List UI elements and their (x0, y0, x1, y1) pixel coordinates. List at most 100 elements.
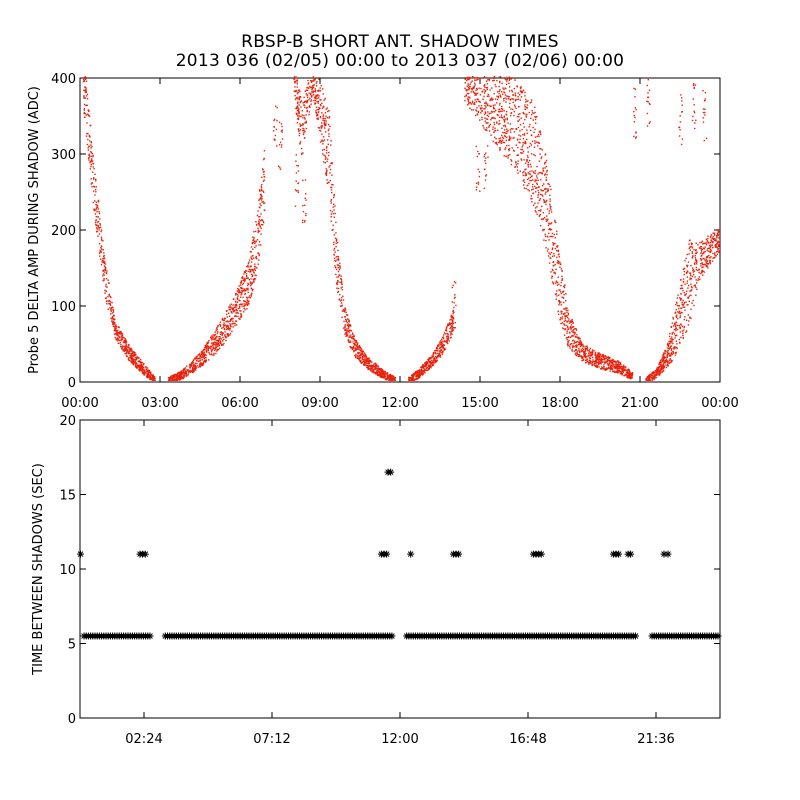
data-point (447, 338, 449, 341)
data-point (694, 263, 696, 265)
data-point (297, 109, 300, 111)
data-point (603, 361, 605, 363)
data-point (253, 237, 255, 239)
data-point (605, 367, 608, 369)
data-point (441, 351, 444, 353)
data-point (223, 317, 226, 319)
data-point (199, 366, 201, 368)
data-point (237, 293, 239, 296)
data-point (190, 363, 192, 366)
data-point (466, 89, 469, 91)
data-point (495, 141, 498, 144)
data-point (206, 341, 208, 344)
data-point (83, 103, 86, 106)
data-point (224, 335, 226, 337)
data-point (83, 89, 85, 91)
data-point (541, 190, 543, 192)
data-point (183, 376, 185, 379)
data-point (528, 177, 530, 179)
data-point (494, 104, 496, 106)
data-point (387, 376, 389, 378)
data-point (317, 102, 319, 104)
data-point (442, 337, 445, 340)
data-point (328, 117, 330, 119)
data-point (223, 324, 226, 327)
data-point (355, 340, 357, 342)
data-point (230, 318, 232, 321)
data-point (339, 281, 341, 283)
data-point (340, 282, 343, 284)
data-point (254, 246, 256, 249)
data-point (542, 195, 544, 197)
data-point (475, 101, 478, 103)
data-point (510, 114, 512, 117)
data-point (330, 200, 332, 202)
data-point (227, 335, 229, 337)
data-point (112, 309, 114, 312)
data-point (348, 326, 350, 328)
data-point (607, 357, 609, 359)
data-point (201, 359, 203, 361)
data-point (179, 378, 182, 380)
data-point (172, 376, 174, 378)
data-point (575, 341, 577, 344)
data-point (324, 118, 326, 120)
data-point (184, 375, 186, 377)
data-point (107, 295, 109, 298)
data-point (621, 367, 623, 369)
data-point (439, 352, 441, 354)
data-point (322, 117, 324, 120)
data-point (263, 158, 265, 161)
data-point (247, 301, 249, 304)
data-point (586, 358, 588, 360)
data-point (115, 325, 117, 327)
data-point (318, 106, 320, 109)
data-point (332, 224, 334, 226)
data-point (512, 137, 514, 139)
data-point (210, 351, 213, 353)
data-point (550, 209, 552, 211)
data-point (345, 309, 347, 311)
data-point (218, 336, 220, 338)
data-point (228, 306, 230, 308)
data-point (150, 374, 153, 376)
data-point (117, 326, 119, 328)
data-point (415, 372, 417, 374)
data-point (326, 117, 328, 119)
data-point (659, 366, 661, 368)
delta-amp-x-tick-label: 09:00 (301, 396, 338, 411)
data-point (254, 269, 256, 272)
data-point (598, 362, 601, 365)
data-point (529, 179, 531, 182)
data-point (560, 313, 563, 315)
data-point (495, 102, 498, 104)
data-point (354, 339, 356, 342)
data-point (93, 209, 96, 212)
data-point (309, 86, 312, 89)
data-point (352, 333, 354, 335)
data-point (121, 346, 124, 348)
data-point (237, 295, 239, 297)
data-point (471, 100, 474, 102)
data-point (415, 375, 417, 378)
data-point (232, 326, 234, 328)
data-point (434, 360, 437, 362)
data-point (221, 319, 223, 321)
data-point (476, 79, 478, 81)
data-point (490, 119, 492, 121)
data-point (500, 114, 503, 116)
data-point (528, 190, 530, 192)
data-point (205, 357, 207, 359)
data-point (321, 125, 323, 127)
data-point (679, 331, 681, 333)
data-point (296, 107, 298, 109)
data-point (177, 372, 179, 374)
data-point (253, 271, 255, 274)
data-point (443, 349, 445, 351)
data-point (489, 89, 491, 91)
data-point (682, 278, 685, 280)
data-point (572, 322, 574, 324)
data-point (525, 174, 527, 177)
data-point (319, 90, 322, 92)
data-point (488, 105, 490, 107)
